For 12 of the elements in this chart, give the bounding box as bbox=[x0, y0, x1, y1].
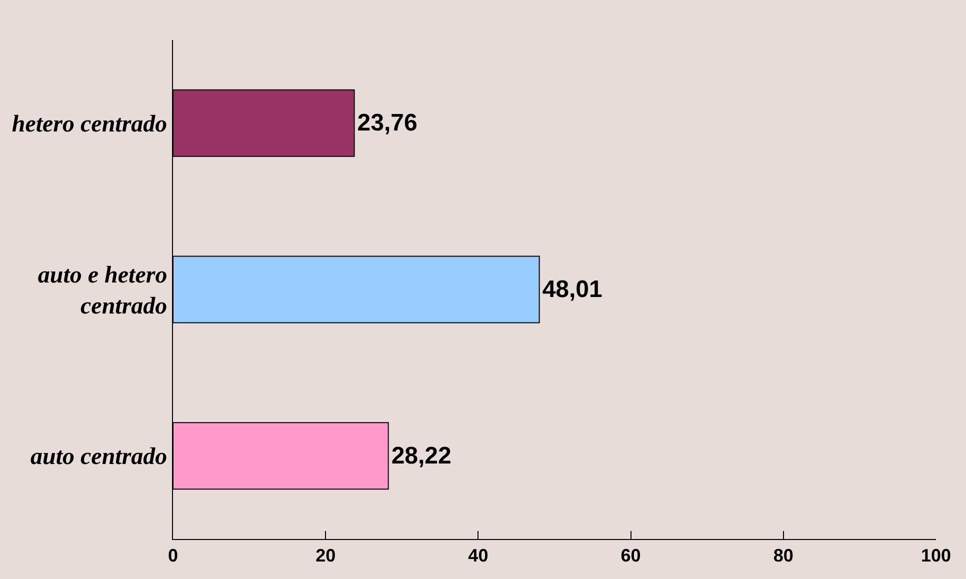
x-tick-label: 20 bbox=[316, 546, 336, 566]
data-label: 28,22 bbox=[391, 442, 452, 470]
x-tick-label: 40 bbox=[468, 546, 488, 566]
y-tick-label: hetero centrado bbox=[12, 112, 168, 138]
x-tick-label: 80 bbox=[773, 546, 794, 566]
x-tick-label: 0 bbox=[168, 546, 178, 566]
y-tick-label: auto centrado bbox=[30, 444, 168, 470]
y-tick-label: auto e hetero centrado bbox=[38, 262, 168, 320]
data-label: 48,01 bbox=[542, 276, 602, 303]
data-label: 23,76 bbox=[357, 110, 418, 137]
x-tick-label: 100 bbox=[920, 546, 952, 566]
x-tick-label: 60 bbox=[620, 546, 641, 566]
